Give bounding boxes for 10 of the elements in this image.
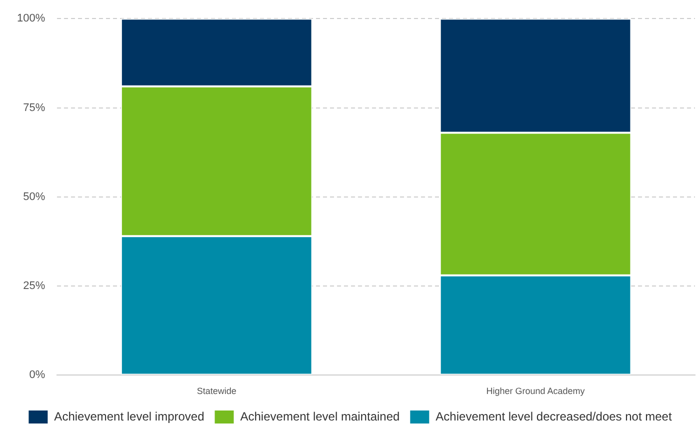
legend-label: Achievement level decreased/does not meet bbox=[436, 409, 672, 424]
y-tick-label: 100% bbox=[16, 12, 46, 25]
legend-label: Achievement level maintained bbox=[240, 409, 400, 424]
y-tick-label: 25% bbox=[23, 280, 46, 292]
y-tick-label: 0% bbox=[29, 369, 46, 382]
x-tick-label: Higher Ground Academy bbox=[486, 386, 586, 396]
y-tick-label: 50% bbox=[23, 190, 46, 203]
x-tick-label: Statewide bbox=[196, 386, 236, 396]
legend-label: Achievement level improved bbox=[54, 409, 204, 424]
y-tick-label: 75% bbox=[23, 102, 46, 114]
